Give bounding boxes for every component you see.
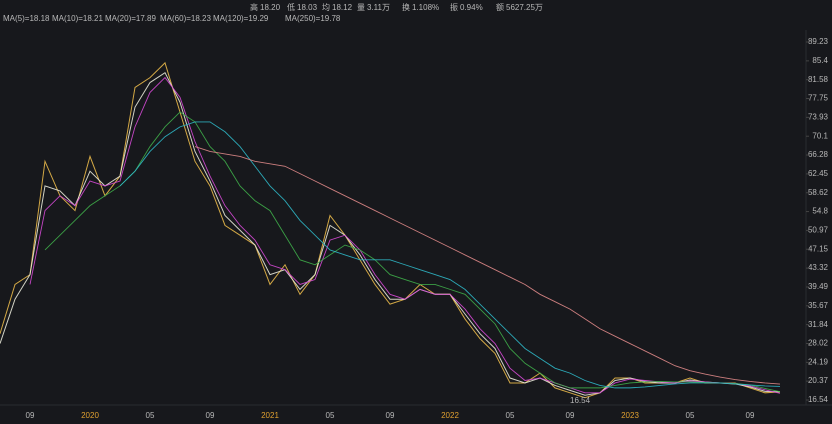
x-tick-label: 05 [146,411,155,420]
x-tick-label: 05 [686,411,695,420]
x-tick-label: 05 [326,411,335,420]
y-tick-label: 35.67 [808,301,829,310]
x-tick-label: 09 [206,411,215,420]
y-tick-label: 73.93 [808,112,829,121]
quote-label: 振 [450,2,458,12]
quote-value: 5627.25万 [506,3,543,12]
quote-label: 量 [357,3,365,12]
y-tick-label: 85.4 [812,56,828,65]
y-tick-label: 43.32 [808,263,829,272]
y-tick-label: 62.45 [808,169,829,178]
quote-value: 18.12 [332,3,353,12]
legend-entry: MA(60)=18.23 [160,14,211,23]
y-tick-label: 31.84 [808,320,829,329]
y-tick-label: 70.1 [812,131,828,140]
series-line [194,146,781,385]
quote-label: 低 [287,2,295,12]
y-tick-label: 28.02 [808,339,829,348]
quote-value: 1.108% [412,3,439,12]
y-tick-label: 81.58 [808,75,829,84]
series-line [44,111,781,393]
y-tick-label: 89.23 [808,37,829,46]
legend-entry: MA(10)=18.21 [52,14,103,23]
legend-entry: MA(120)=19.29 [213,14,269,23]
legend-entry: MA(5)=18.18 [3,14,50,23]
quote-value: 18.03 [297,3,318,12]
quote-label: 额 [496,2,504,12]
legend-entry: MA(250)=19.78 [285,14,341,23]
quote-label: 高 [250,2,258,12]
legend-entry: MA(20)=17.89 [105,14,156,23]
quote-value: 0.94% [460,3,483,12]
y-tick-label: 39.49 [808,282,829,291]
x-tick-label: 05 [506,411,515,420]
y-tick-label: 50.97 [808,226,829,235]
y-tick-label: 20.37 [808,376,829,385]
quote-label: 换 [402,2,410,12]
x-tick-label: 09 [746,411,755,420]
x-tick-label: 2023 [621,411,639,420]
quote-value: 18.20 [260,3,281,12]
y-tick-label: 47.15 [808,244,829,253]
series-line [119,121,781,389]
x-tick-label: 2020 [81,411,99,420]
y-tick-label: 24.19 [808,357,829,366]
y-tick-label: 66.28 [808,150,829,159]
quote-value: 3.11万 [367,3,390,12]
y-tick-label: 54.8 [812,207,828,216]
quote-label: 均 [322,2,330,12]
y-tick-label: 16.54 [808,395,829,404]
x-tick-label: 2021 [261,411,279,420]
y-tick-label: 77.75 [808,94,829,103]
low-annotation: 16.54 [570,396,591,405]
x-tick-label: 09 [386,411,395,420]
x-tick-label: 2022 [441,411,459,420]
series-line [0,61,781,399]
x-tick-label: 09 [566,411,575,420]
y-tick-label: 58.62 [808,188,829,197]
x-tick-label: 09 [26,411,35,420]
